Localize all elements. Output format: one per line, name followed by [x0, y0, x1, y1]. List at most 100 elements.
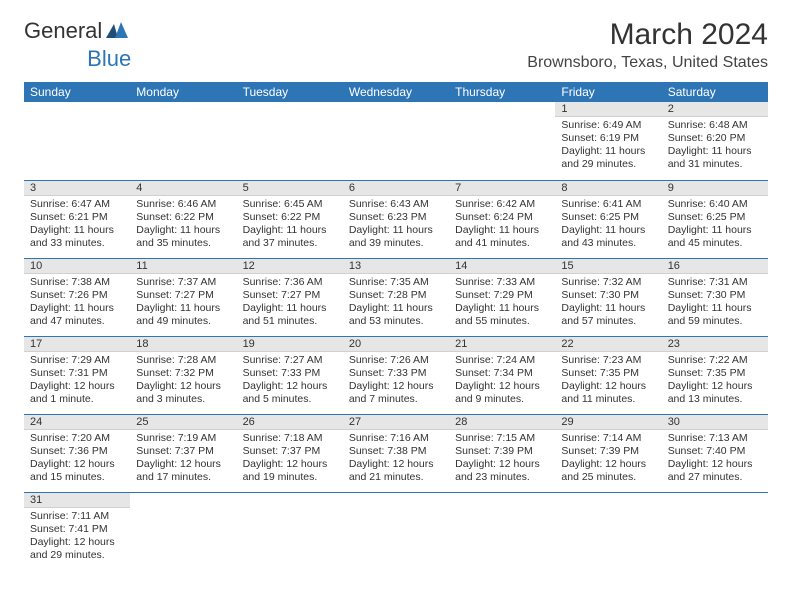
sunrise-label: Sunrise: 7:26 AM: [349, 354, 429, 366]
day-number: 3: [24, 181, 130, 196]
sunrise-label: Sunrise: 7:13 AM: [668, 432, 748, 444]
sunrise-label: Sunrise: 7:35 AM: [349, 276, 429, 288]
sunrise-label: Sunrise: 7:28 AM: [136, 354, 216, 366]
sunrise-label: Sunrise: 7:32 AM: [561, 276, 641, 288]
calendar-cell: 3Sunrise: 6:47 AMSunset: 6:21 PMDaylight…: [24, 180, 130, 258]
daylight-label: Daylight: 12 hours and 21 minutes.: [349, 458, 434, 483]
daylight-label: Daylight: 11 hours and 29 minutes.: [561, 145, 645, 170]
calendar-cell: 17Sunrise: 7:29 AMSunset: 7:31 PMDayligh…: [24, 336, 130, 414]
day-number: 10: [24, 259, 130, 274]
day-body: Sunrise: 7:32 AMSunset: 7:30 PMDaylight:…: [555, 274, 661, 332]
day-body: Sunrise: 6:41 AMSunset: 6:25 PMDaylight:…: [555, 196, 661, 254]
calendar-cell: 11Sunrise: 7:37 AMSunset: 7:27 PMDayligh…: [130, 258, 236, 336]
logo-mark-icon: [106, 18, 128, 44]
calendar-cell: 13Sunrise: 7:35 AMSunset: 7:28 PMDayligh…: [343, 258, 449, 336]
day-body: Sunrise: 7:27 AMSunset: 7:33 PMDaylight:…: [237, 352, 343, 410]
daylight-label: Daylight: 12 hours and 29 minutes.: [30, 536, 115, 561]
daylight-label: Daylight: 11 hours and 47 minutes.: [30, 302, 114, 327]
sunset-label: Sunset: 7:27 PM: [243, 289, 321, 301]
calendar-row: 17Sunrise: 7:29 AMSunset: 7:31 PMDayligh…: [24, 336, 768, 414]
sunset-label: Sunset: 7:37 PM: [243, 445, 321, 457]
calendar-cell: 24Sunrise: 7:20 AMSunset: 7:36 PMDayligh…: [24, 414, 130, 492]
day-number: 1: [555, 102, 661, 117]
daylight-label: Daylight: 11 hours and 41 minutes.: [455, 224, 539, 249]
calendar-cell-empty: [24, 102, 130, 180]
daylight-label: Daylight: 12 hours and 25 minutes.: [561, 458, 646, 483]
calendar-cell: 22Sunrise: 7:23 AMSunset: 7:35 PMDayligh…: [555, 336, 661, 414]
daylight-label: Daylight: 12 hours and 1 minute.: [30, 380, 115, 405]
calendar-table: Sunday Monday Tuesday Wednesday Thursday…: [24, 82, 768, 570]
day-number: 13: [343, 259, 449, 274]
weekday-header: Friday: [555, 82, 661, 102]
calendar-row: 24Sunrise: 7:20 AMSunset: 7:36 PMDayligh…: [24, 414, 768, 492]
sunrise-label: Sunrise: 7:33 AM: [455, 276, 535, 288]
day-body: Sunrise: 7:29 AMSunset: 7:31 PMDaylight:…: [24, 352, 130, 410]
sunrise-label: Sunrise: 7:24 AM: [455, 354, 535, 366]
day-number: 19: [237, 337, 343, 352]
daylight-label: Daylight: 12 hours and 27 minutes.: [668, 458, 753, 483]
day-body: Sunrise: 7:20 AMSunset: 7:36 PMDaylight:…: [24, 430, 130, 488]
day-number: 21: [449, 337, 555, 352]
sunset-label: Sunset: 6:22 PM: [136, 211, 214, 223]
sunrise-label: Sunrise: 7:36 AM: [243, 276, 323, 288]
sunrise-label: Sunrise: 6:43 AM: [349, 198, 429, 210]
calendar-row: 1Sunrise: 6:49 AMSunset: 6:19 PMDaylight…: [24, 102, 768, 180]
day-body: Sunrise: 7:26 AMSunset: 7:33 PMDaylight:…: [343, 352, 449, 410]
sunset-label: Sunset: 7:27 PM: [136, 289, 214, 301]
sunset-label: Sunset: 7:34 PM: [455, 367, 533, 379]
day-number: 16: [662, 259, 768, 274]
calendar-cell-empty: [130, 102, 236, 180]
sunrise-label: Sunrise: 7:23 AM: [561, 354, 641, 366]
day-number: 22: [555, 337, 661, 352]
sunset-label: Sunset: 7:40 PM: [668, 445, 746, 457]
weekday-header: Thursday: [449, 82, 555, 102]
day-body: Sunrise: 6:49 AMSunset: 6:19 PMDaylight:…: [555, 117, 661, 175]
day-body: Sunrise: 6:47 AMSunset: 6:21 PMDaylight:…: [24, 196, 130, 254]
sunrise-label: Sunrise: 7:14 AM: [561, 432, 641, 444]
calendar-cell: 27Sunrise: 7:16 AMSunset: 7:38 PMDayligh…: [343, 414, 449, 492]
day-number: 26: [237, 415, 343, 430]
calendar-row: 31Sunrise: 7:11 AMSunset: 7:41 PMDayligh…: [24, 492, 768, 570]
daylight-label: Daylight: 11 hours and 59 minutes.: [668, 302, 752, 327]
calendar-cell-empty: [343, 492, 449, 570]
sunset-label: Sunset: 7:29 PM: [455, 289, 533, 301]
day-number: 5: [237, 181, 343, 196]
calendar-cell-empty: [555, 492, 661, 570]
weekday-header: Wednesday: [343, 82, 449, 102]
calendar-cell-empty: [662, 492, 768, 570]
sunset-label: Sunset: 6:25 PM: [668, 211, 746, 223]
sunset-label: Sunset: 7:33 PM: [243, 367, 321, 379]
daylight-label: Daylight: 12 hours and 15 minutes.: [30, 458, 115, 483]
sunrise-label: Sunrise: 6:42 AM: [455, 198, 535, 210]
calendar-cell-empty: [343, 102, 449, 180]
day-body: Sunrise: 7:23 AMSunset: 7:35 PMDaylight:…: [555, 352, 661, 410]
logo-text-2: Blue: [87, 46, 131, 72]
sunset-label: Sunset: 6:25 PM: [561, 211, 639, 223]
sunset-label: Sunset: 7:39 PM: [455, 445, 533, 457]
sunrise-label: Sunrise: 7:38 AM: [30, 276, 110, 288]
day-number: 17: [24, 337, 130, 352]
day-number: 20: [343, 337, 449, 352]
sunset-label: Sunset: 6:19 PM: [561, 132, 639, 144]
day-body: Sunrise: 7:35 AMSunset: 7:28 PMDaylight:…: [343, 274, 449, 332]
logo-text-1: General: [24, 18, 102, 44]
sunrise-label: Sunrise: 6:40 AM: [668, 198, 748, 210]
sunrise-label: Sunrise: 7:19 AM: [136, 432, 216, 444]
sunset-label: Sunset: 7:26 PM: [30, 289, 108, 301]
day-body: Sunrise: 7:24 AMSunset: 7:34 PMDaylight:…: [449, 352, 555, 410]
weekday-header: Saturday: [662, 82, 768, 102]
calendar-cell: 28Sunrise: 7:15 AMSunset: 7:39 PMDayligh…: [449, 414, 555, 492]
day-body: Sunrise: 7:19 AMSunset: 7:37 PMDaylight:…: [130, 430, 236, 488]
calendar-cell: 21Sunrise: 7:24 AMSunset: 7:34 PMDayligh…: [449, 336, 555, 414]
day-body: Sunrise: 7:14 AMSunset: 7:39 PMDaylight:…: [555, 430, 661, 488]
day-body: Sunrise: 6:42 AMSunset: 6:24 PMDaylight:…: [449, 196, 555, 254]
sunset-label: Sunset: 7:31 PM: [30, 367, 108, 379]
calendar-cell-empty: [237, 492, 343, 570]
calendar-cell: 8Sunrise: 6:41 AMSunset: 6:25 PMDaylight…: [555, 180, 661, 258]
sunrise-label: Sunrise: 7:18 AM: [243, 432, 323, 444]
daylight-label: Daylight: 12 hours and 9 minutes.: [455, 380, 540, 405]
sunset-label: Sunset: 7:38 PM: [349, 445, 427, 457]
sunset-label: Sunset: 7:35 PM: [561, 367, 639, 379]
daylight-label: Daylight: 12 hours and 19 minutes.: [243, 458, 328, 483]
weekday-header: Sunday: [24, 82, 130, 102]
